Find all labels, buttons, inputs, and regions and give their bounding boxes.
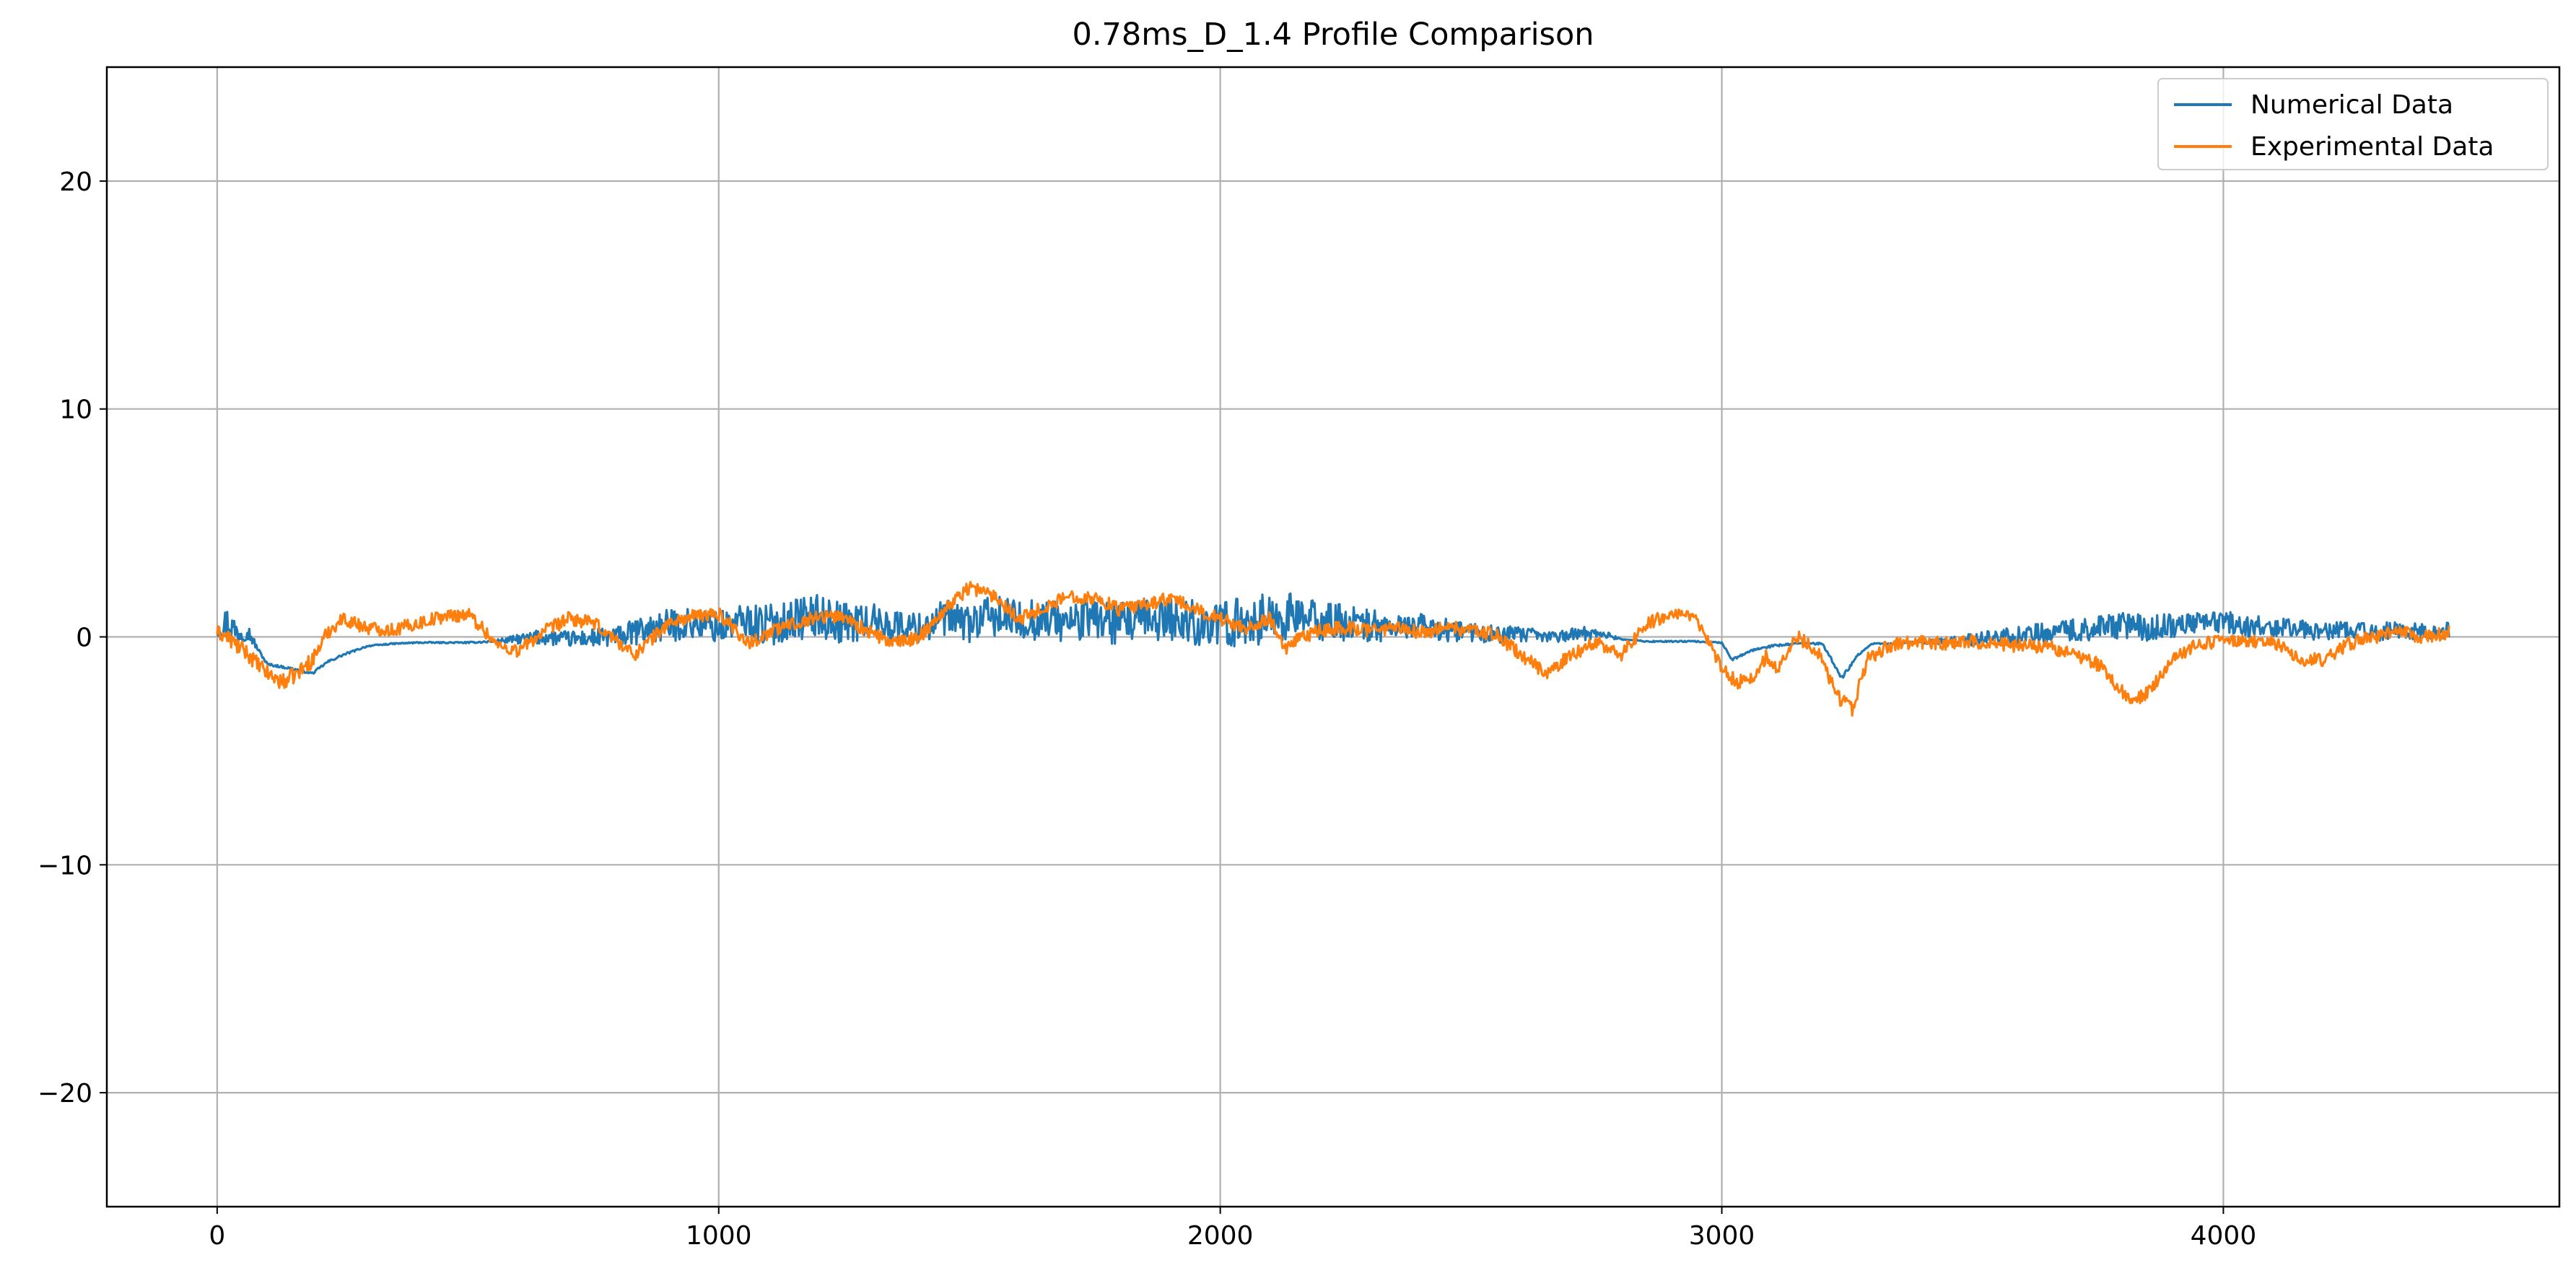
ticks: 0 1000 2000 3000 4000 −20 −10 0 10 20: [38, 167, 2256, 1251]
y-tick-label: −20: [38, 1079, 92, 1109]
x-tick-label: 2000: [1187, 1221, 1254, 1251]
y-tick-label: 10: [59, 395, 92, 425]
series-line-numerical: [216, 592, 2450, 679]
x-tick-label: 4000: [2191, 1221, 2257, 1251]
legend-label: Numerical Data: [2250, 90, 2453, 120]
y-tick-label: −10: [38, 851, 92, 880]
series-line-experimental: [216, 580, 2450, 717]
legend-box: [2157, 78, 2549, 170]
x-tick-label: 0: [209, 1221, 225, 1251]
chart-title: 0.78ms_D_1.4 Profile Comparison: [1072, 17, 1594, 53]
x-tick-label: 1000: [686, 1221, 752, 1251]
y-tick-label: 20: [59, 167, 92, 197]
x-tick-label: 3000: [1689, 1221, 1755, 1251]
legend-label: Experimental Data: [2250, 132, 2494, 162]
series-layer: [216, 580, 2450, 717]
legend: Numerical Data Experimental Data: [2157, 78, 2549, 170]
y-tick-label: 0: [76, 624, 92, 653]
